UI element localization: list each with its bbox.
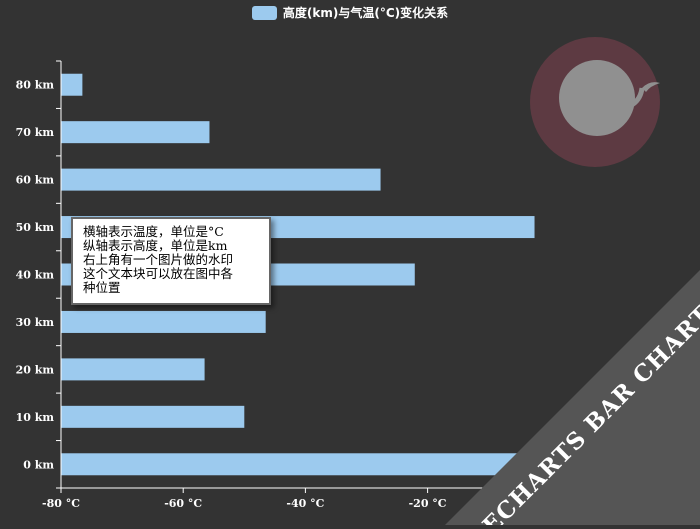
legend-swatch [251,5,277,20]
bar[interactable] [61,168,381,191]
x-tick-label: -40 °C [286,497,324,510]
legend[interactable]: 高度(km)与气温(°C)变化关系 [0,4,700,21]
info-line: 右上角有一个图片做的水印 [83,252,234,267]
y-tick-label: 80 km [16,79,55,92]
y-tick-label: 0 km [23,458,54,471]
y-tick-label: 50 km [16,221,55,234]
x-tick-label: -20 °C [409,497,447,510]
watermark-band: ECHARTS BAR CHART [445,270,700,529]
legend-label: 高度(km)与气温(°C)变化关系 [282,6,449,20]
info-line: 这个文本块可以放在图中各 [83,266,234,281]
info-text-block: 横轴表示温度，单位是°C 纵轴表示高度，单位是km 右上角有一个图片做的水印 这… [71,217,271,305]
bar[interactable] [61,453,642,476]
info-line: 横轴表示温度，单位是°C [83,224,224,239]
bar[interactable] [61,310,266,333]
y-tick-label: 60 km [16,174,55,187]
info-line: 纵轴表示高度，单位是km [83,238,228,253]
bar[interactable] [61,358,205,381]
x-tick-label: -60 °C [164,497,202,510]
y-tick-label: 30 km [16,316,55,329]
bar[interactable] [61,121,210,144]
whale-logo-icon [530,37,660,167]
y-tick-label: 10 km [16,411,55,424]
x-tick-label: -80 °C [42,497,80,510]
y-tick-label: 70 km [16,126,55,139]
y-tick-label: 20 km [16,363,55,376]
y-tick-label: 40 km [16,269,55,282]
info-line: 种位置 [83,280,121,295]
bar[interactable] [61,73,83,96]
bar[interactable] [61,405,245,428]
